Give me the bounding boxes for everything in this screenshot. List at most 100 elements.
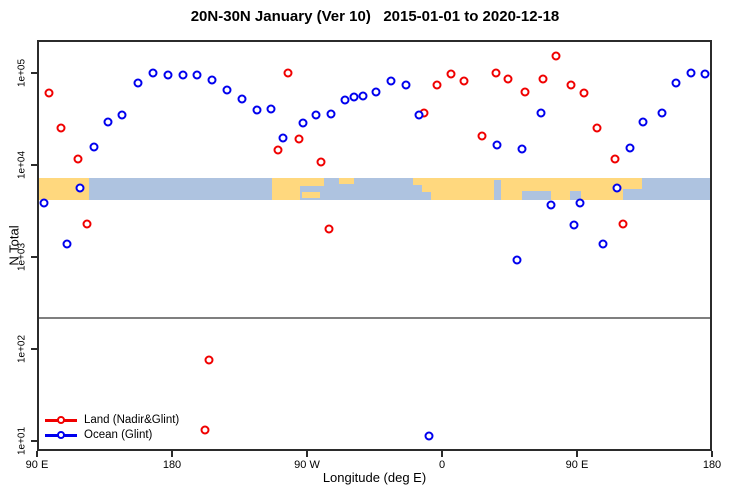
map-land-patch [300,177,324,187]
data-point-land [566,80,576,90]
data-point-ocean [117,110,127,120]
data-point-land [283,68,293,78]
y-tick-mark [31,256,37,258]
y-tick-mark [31,164,37,166]
data-point-ocean [598,239,608,249]
data-point-ocean [638,117,648,127]
data-point-ocean [349,92,359,102]
data-point-ocean [546,200,556,210]
y-tick-label: 1e+04 [16,150,28,180]
data-point-ocean [686,68,696,78]
x-tick-label: 180 [702,459,722,471]
data-point-land [446,69,456,79]
data-point-land [459,76,469,86]
data-point-ocean [133,78,143,88]
x-tick-label: 90 E [25,459,49,471]
x-tick-mark [36,451,38,457]
data-point-ocean [278,133,288,143]
map-land-patch [39,177,89,201]
x-tick-label: 90 W [294,459,320,471]
data-point-ocean [103,117,113,127]
data-point-ocean [311,110,321,120]
x-tick-label: 0 [438,459,446,471]
data-point-land [579,88,589,98]
data-point-ocean [39,198,49,208]
data-point-ocean [536,108,546,118]
y-tick-label: 1e+02 [16,334,28,364]
data-point-ocean [424,431,434,441]
x-tick-mark [306,451,308,457]
data-point-land [200,425,210,435]
y-tick-mark [31,72,37,74]
map-ocean-notch [493,180,501,201]
y-tick-mark [31,440,37,442]
y-tick-mark [31,348,37,350]
map-ocean-notch [570,191,581,201]
data-point-ocean [222,85,232,95]
data-point-ocean [266,104,276,114]
data-point-ocean [386,76,396,86]
data-point-land [73,154,83,164]
legend: Land (Nadir&Glint) Ocean (Glint) [45,412,179,442]
data-point-land [592,123,602,133]
x-axis-title: Longitude (deg E) [322,470,427,485]
chart-title: 20N-30N January (Ver 10) 2015-01-01 to 2… [190,8,560,25]
x-tick-label: 90 E [565,459,589,471]
data-point-ocean [237,94,247,104]
data-point-ocean [326,109,336,119]
y-axis-title: N Total [6,225,22,266]
y-tick-label: 1e+05 [16,58,28,88]
data-point-land [618,219,628,229]
ocean-circle-icon [57,430,65,439]
data-point-ocean [148,68,158,78]
data-point-land [503,74,513,84]
x-tick-label: 180 [162,459,182,471]
data-point-land [477,131,487,141]
data-point-ocean [657,108,667,118]
data-point-ocean [178,70,188,80]
data-point-ocean [207,75,217,85]
data-point-land [56,123,66,133]
map-land-patch [301,191,320,199]
map-land-patch [271,177,300,201]
y-tick-label: 1e+01 [16,426,28,456]
data-point-land [44,88,54,98]
data-point-land [610,154,620,164]
data-point-ocean [625,143,635,153]
x-tick-mark [711,451,713,457]
legend-item-land: Land (Nadir&Glint) [45,412,179,427]
data-point-land [273,145,283,155]
data-point-ocean [612,183,622,193]
map-land-patch [339,177,354,184]
data-point-ocean [75,183,85,193]
legend-item-ocean: Ocean (Glint) [45,427,179,442]
land-circle-icon [57,415,65,424]
data-point-ocean [192,70,202,80]
x-tick-mark [576,451,578,457]
data-point-ocean [575,198,585,208]
legend-label-land: Land (Nadir&Glint) [84,413,180,426]
data-point-ocean [62,239,72,249]
land-series-symbol [45,415,77,425]
plot-area: Land (Nadir&Glint) Ocean (Glint) [37,40,712,451]
map-land-patch [412,177,425,185]
data-point-ocean [414,110,424,120]
data-point-ocean [89,142,99,152]
map-land-patch [622,177,642,190]
data-point-land [82,219,92,229]
x-tick-mark [171,451,173,457]
ocean-series-symbol [45,430,77,440]
data-point-ocean [401,80,411,90]
data-point-land [204,355,214,365]
data-point-ocean [358,91,368,101]
data-point-ocean [517,144,527,154]
reference-line [39,316,710,319]
data-point-ocean [340,95,350,105]
data-point-ocean [700,69,710,79]
data-point-ocean [671,78,681,88]
data-point-land [551,51,561,61]
data-point-ocean [298,118,308,128]
data-point-ocean [569,220,579,230]
data-point-land [520,87,530,97]
